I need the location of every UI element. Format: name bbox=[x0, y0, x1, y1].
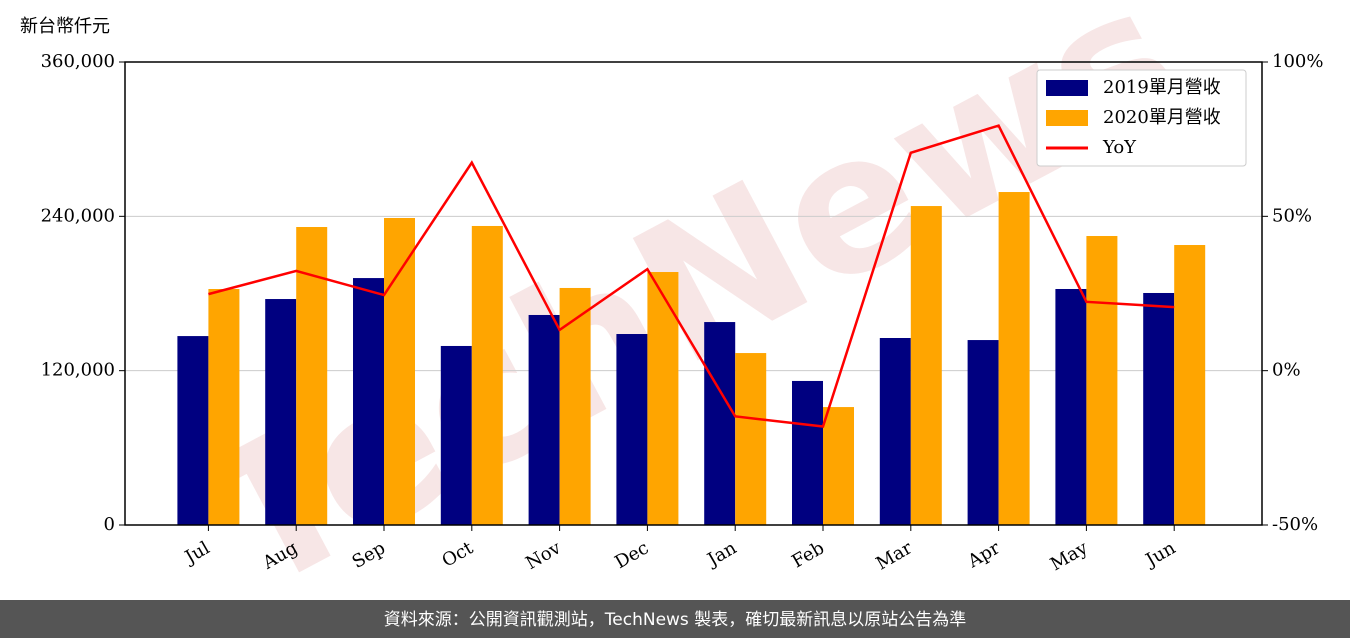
bar bbox=[208, 288, 240, 525]
legend-label: YoY bbox=[1102, 137, 1137, 158]
x-tick-label: May bbox=[1047, 537, 1092, 575]
y-tick-label: 120,000 bbox=[41, 360, 115, 381]
x-tick-label: Jun bbox=[1141, 537, 1180, 572]
bar bbox=[879, 337, 911, 525]
bar bbox=[1086, 236, 1118, 525]
bar bbox=[471, 225, 503, 525]
bar bbox=[616, 334, 648, 525]
legend-swatch bbox=[1046, 110, 1088, 126]
y-tick-label: 360,000 bbox=[41, 51, 115, 72]
bar bbox=[910, 206, 942, 526]
x-tick-label: Mar bbox=[873, 537, 917, 574]
x-tick-label: Jul bbox=[180, 537, 214, 569]
y-tick-label: 0 bbox=[104, 514, 115, 535]
x-tick-label: Apr bbox=[964, 537, 1004, 572]
legend-box bbox=[1036, 69, 1247, 167]
bar bbox=[559, 287, 591, 525]
bar bbox=[1143, 292, 1175, 525]
legend-swatch bbox=[1046, 80, 1088, 96]
bar bbox=[296, 227, 328, 525]
bar bbox=[823, 407, 855, 525]
bar bbox=[1174, 245, 1206, 525]
x-tick-label: Dec bbox=[611, 537, 652, 573]
unit-label: 新台幣仟元 bbox=[20, 16, 110, 37]
x-tick-label: Nov bbox=[522, 537, 565, 574]
bar bbox=[647, 272, 679, 525]
bar bbox=[528, 314, 560, 525]
bar bbox=[704, 322, 736, 525]
y-tick-label: 240,000 bbox=[41, 205, 115, 226]
bar bbox=[384, 218, 416, 525]
bar bbox=[177, 336, 209, 525]
bar bbox=[998, 192, 1030, 526]
legend: 2019單月營收 2020單月營收 YoY bbox=[1036, 69, 1247, 167]
bar bbox=[1055, 288, 1087, 525]
y2-tick-label: 0% bbox=[1272, 360, 1301, 381]
y2-tick-label: 50% bbox=[1272, 205, 1312, 226]
legend-label: 2020單月營收 bbox=[1103, 107, 1221, 128]
x-tick-label: Jan bbox=[702, 537, 740, 571]
bar bbox=[735, 353, 767, 525]
bar bbox=[353, 278, 385, 525]
footer-bar bbox=[0, 600, 1350, 638]
bar bbox=[440, 345, 472, 525]
legend-label: 2019單月營收 bbox=[1103, 77, 1221, 98]
bar bbox=[967, 340, 999, 525]
x-tick-label: Feb bbox=[788, 537, 828, 572]
bar bbox=[265, 299, 297, 525]
bar bbox=[792, 380, 824, 525]
y2-tick-label: 100% bbox=[1272, 51, 1323, 72]
source-note: 資料來源：公開資訊觀測站，TechNews 製表，確切最新訊息以原站公告為準 bbox=[384, 610, 966, 630]
line bbox=[208, 124, 1175, 428]
y2-tick-label: -50% bbox=[1272, 514, 1318, 535]
plot-frame bbox=[124, 61, 1263, 526]
